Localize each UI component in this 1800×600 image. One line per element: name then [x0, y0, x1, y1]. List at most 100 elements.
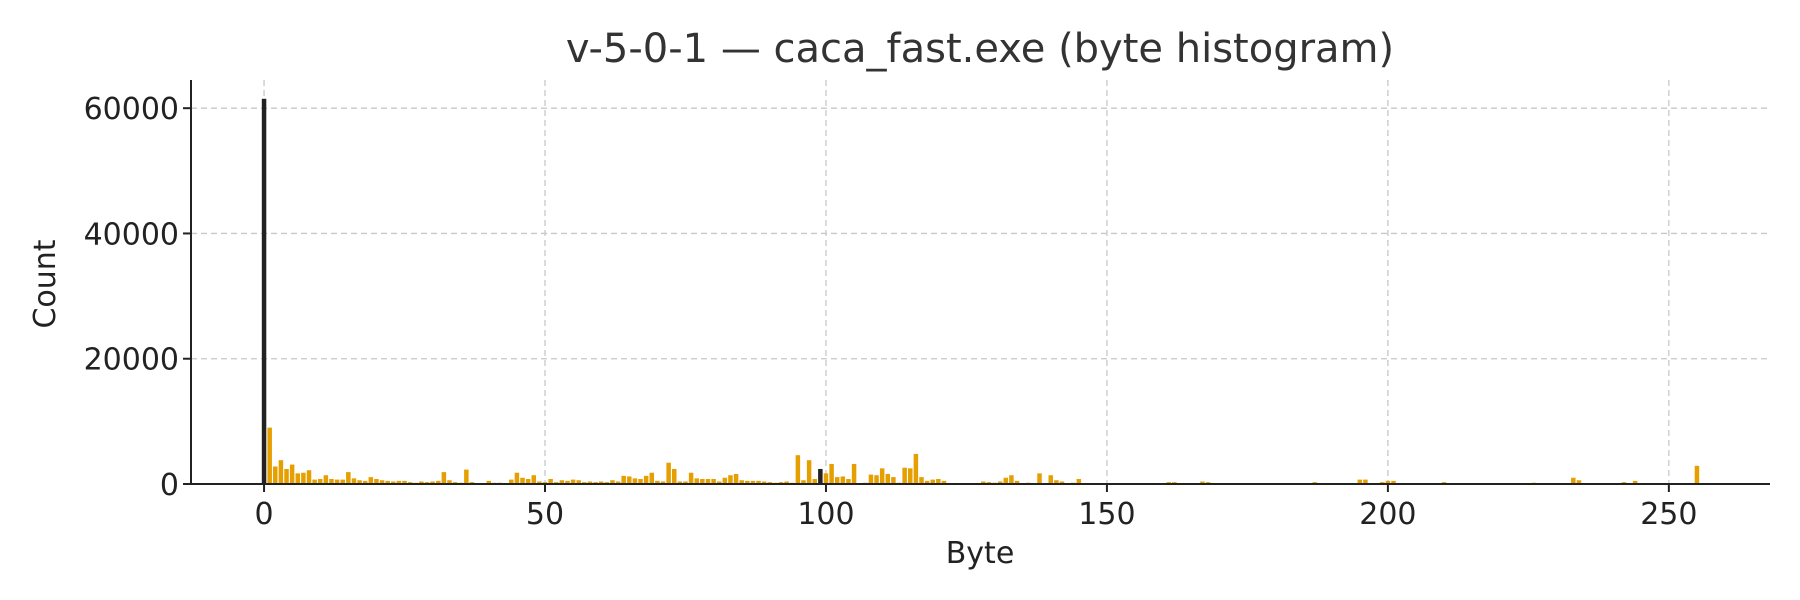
- bar: [1014, 480, 1020, 484]
- bar: [924, 480, 930, 484]
- bar: [846, 478, 851, 484]
- bar: [688, 472, 694, 484]
- bar: [649, 472, 655, 484]
- bar: [334, 479, 340, 484]
- x-axis-label: Byte: [946, 536, 1015, 571]
- bar: [329, 478, 334, 484]
- y-ticks: 0 20000 40000 60000: [84, 92, 191, 503]
- bar: [278, 460, 284, 484]
- y-axis-label: Count: [28, 239, 63, 328]
- bar: [829, 463, 834, 484]
- bar: [801, 480, 806, 484]
- bar: [705, 478, 711, 484]
- bar: [1009, 475, 1014, 484]
- bar: [851, 463, 857, 484]
- grid-lines: [191, 80, 1770, 485]
- bar: [930, 479, 935, 484]
- bars: [261, 98, 1700, 484]
- bar: [537, 481, 542, 484]
- bar: [840, 476, 846, 484]
- bar: [306, 470, 312, 484]
- bar: [1003, 477, 1009, 484]
- bar: [379, 480, 385, 484]
- bar: [295, 473, 301, 484]
- axes: [190, 80, 1770, 485]
- bar: [936, 478, 941, 484]
- bar: [1632, 480, 1638, 484]
- bar: [627, 476, 632, 484]
- bar: [868, 474, 874, 484]
- chart-title: v-5-0-1 — caca_fast.exe (byte histogram): [566, 26, 1394, 72]
- bar: [660, 481, 666, 484]
- bar: [981, 481, 986, 484]
- bar: [902, 467, 907, 484]
- bar: [761, 481, 767, 484]
- bar: [464, 469, 469, 484]
- y-tick-label: 20000: [84, 343, 179, 378]
- bar: [908, 468, 913, 484]
- x-tick-label: 100: [797, 497, 854, 532]
- bar: [913, 453, 919, 484]
- bar: [284, 468, 289, 484]
- bar: [441, 472, 447, 484]
- bar: [621, 475, 626, 484]
- bar: [638, 478, 643, 484]
- bar: [1385, 480, 1391, 484]
- bar: [739, 480, 744, 484]
- bar: [784, 481, 789, 484]
- bar: [672, 468, 677, 484]
- bar: [385, 480, 390, 484]
- bar: [1200, 481, 1205, 484]
- bar: [666, 462, 671, 484]
- bar: [1048, 475, 1053, 484]
- bar: [1576, 480, 1582, 484]
- bar: [1571, 477, 1576, 484]
- bar: [362, 480, 368, 484]
- bar: [1037, 473, 1042, 484]
- bar: [565, 480, 570, 484]
- bar: [610, 480, 615, 484]
- bar: [570, 479, 576, 484]
- bar: [419, 481, 424, 484]
- bar: [430, 481, 435, 484]
- bar: [711, 478, 716, 484]
- bar: [435, 480, 441, 484]
- bar: [823, 473, 829, 484]
- bar: [559, 480, 565, 484]
- bar: [587, 481, 593, 484]
- x-tick-label: 0: [255, 497, 274, 532]
- bar: [655, 480, 660, 484]
- bar: [677, 481, 683, 484]
- x-tick-label: 200: [1359, 497, 1416, 532]
- bar: [548, 478, 553, 484]
- y-tick-label: 60000: [84, 92, 179, 127]
- bar: [576, 480, 581, 484]
- bar: [1391, 480, 1396, 484]
- bar: [615, 481, 621, 484]
- bar: [391, 481, 396, 484]
- bar: [919, 477, 924, 484]
- bar: [806, 460, 812, 484]
- bar: [756, 480, 761, 484]
- bar: [1054, 480, 1059, 484]
- bar: [312, 479, 317, 484]
- bar: [1076, 478, 1082, 484]
- bar: [273, 466, 278, 484]
- bar: [632, 478, 638, 484]
- bar: [812, 478, 817, 484]
- bar: [1363, 479, 1368, 484]
- x-tick-label: 250: [1640, 497, 1697, 532]
- bar: [525, 478, 531, 484]
- bar: [834, 477, 840, 484]
- bar: [486, 480, 492, 484]
- bar: [683, 481, 688, 484]
- bar: [374, 478, 379, 484]
- bar: [728, 475, 733, 484]
- bar: [997, 481, 1003, 484]
- bar: [289, 464, 295, 484]
- bar: [357, 480, 362, 484]
- bar: [885, 473, 891, 484]
- y-tick-label: 40000: [84, 217, 179, 252]
- bar: [694, 478, 699, 484]
- bar: [874, 475, 879, 484]
